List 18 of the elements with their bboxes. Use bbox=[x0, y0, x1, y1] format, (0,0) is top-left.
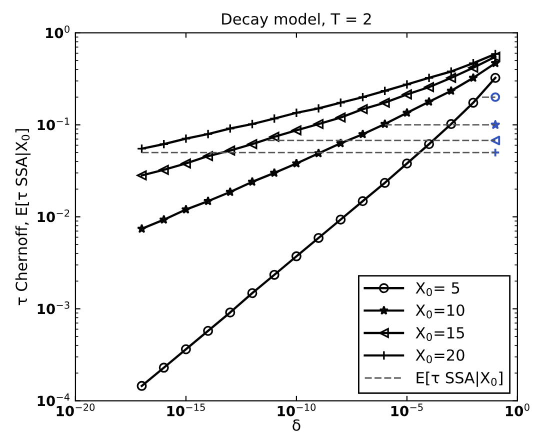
chart-title: Decay model, T = 2 bbox=[222, 12, 371, 28]
x-tick-label: 10$^{−20}$ bbox=[56, 404, 95, 416]
y-tick-label: 10$^{0}$ bbox=[46, 25, 70, 38]
legend-label: E[τ SSA|X$_{0}$] bbox=[416, 372, 502, 387]
x-tick-label: 10$^{−10}$ bbox=[278, 404, 316, 416]
y-tick-label: 10$^{−1}$ bbox=[38, 118, 70, 130]
legend-label: X$_{0}$=15 bbox=[416, 327, 464, 341]
x-tick-label: 10$^{−5}$ bbox=[391, 404, 423, 416]
legend-label: X$_{0}$=20 bbox=[416, 349, 464, 364]
y-tick-label: 10$^{−2}$ bbox=[38, 209, 70, 222]
legend-label: X$_{0}$= 5 bbox=[416, 282, 460, 296]
x-tick-label: 10$^{−15}$ bbox=[167, 404, 205, 416]
legend-label: X$_{0}$=10 bbox=[416, 304, 464, 318]
x-axis-title: δ bbox=[292, 419, 300, 431]
y-tick-label: 10$^{−4}$ bbox=[38, 394, 70, 406]
x-tick-label: 10$^{0}$ bbox=[506, 404, 530, 416]
y-axis-title: τ Chernoff, E[τ SSA|X$_{0}$] bbox=[15, 129, 31, 306]
y-tick-label: 10$^{−3}$ bbox=[38, 301, 70, 314]
